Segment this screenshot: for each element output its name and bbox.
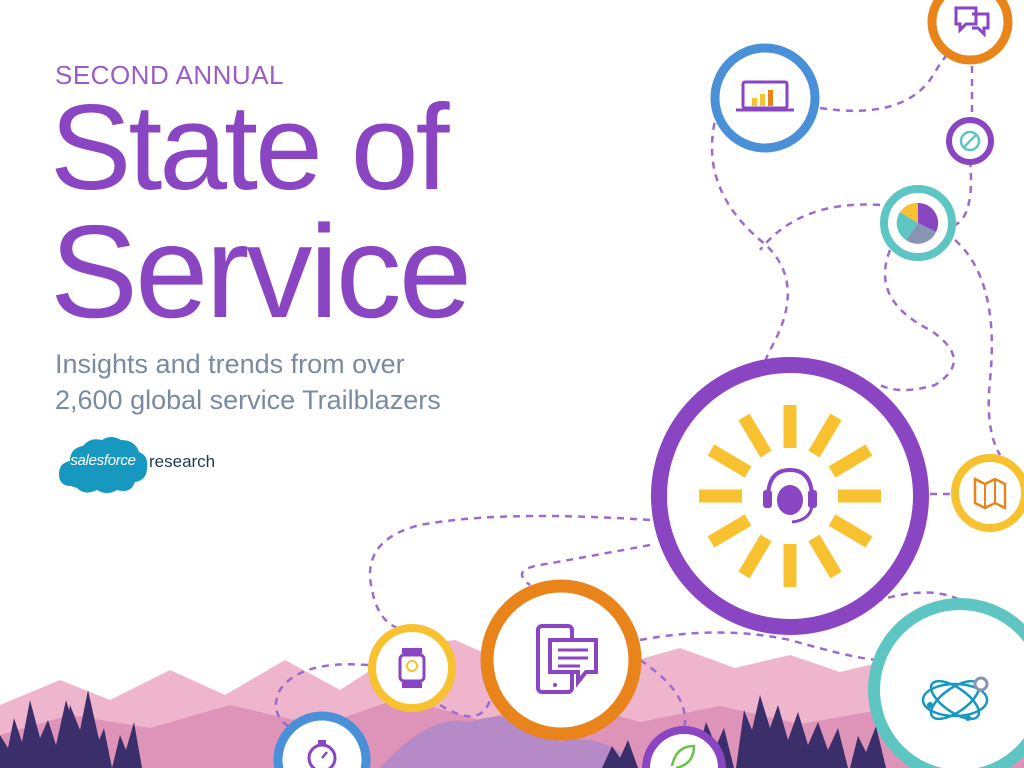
brand-suffix: research [149, 452, 216, 471]
leaf-icon [642, 726, 726, 768]
salesforce-research-logo: salesforce research [57, 434, 257, 498]
headset-icon [651, 357, 929, 635]
brand-logo-text: salesforce [70, 452, 136, 469]
subtitle-line-1: Insights and trends from over [55, 349, 405, 379]
stopwatch-icon [273, 711, 371, 768]
salesforce-cloud-logo [59, 437, 148, 493]
subtitle: Insights and trends from over 2,600 glob… [55, 346, 441, 418]
eyebrow-heading: SECOND ANNUAL [55, 60, 284, 90]
chat-bubbles-icon [927, 0, 1013, 65]
title-line-1: State of [50, 79, 450, 215]
title-line-2: Service [50, 198, 472, 345]
tablet-chat-icon [480, 579, 642, 741]
smartwatch-icon [368, 624, 456, 712]
pie-chart-icon [880, 185, 956, 261]
map-icon [951, 454, 1024, 532]
forest-silhouette [0, 690, 886, 768]
compass-icon [946, 117, 994, 165]
network-icon [868, 598, 1024, 768]
subtitle-line-2: 2,600 global service Trailblazers [55, 385, 441, 415]
laptop-chart-icon [710, 43, 820, 153]
